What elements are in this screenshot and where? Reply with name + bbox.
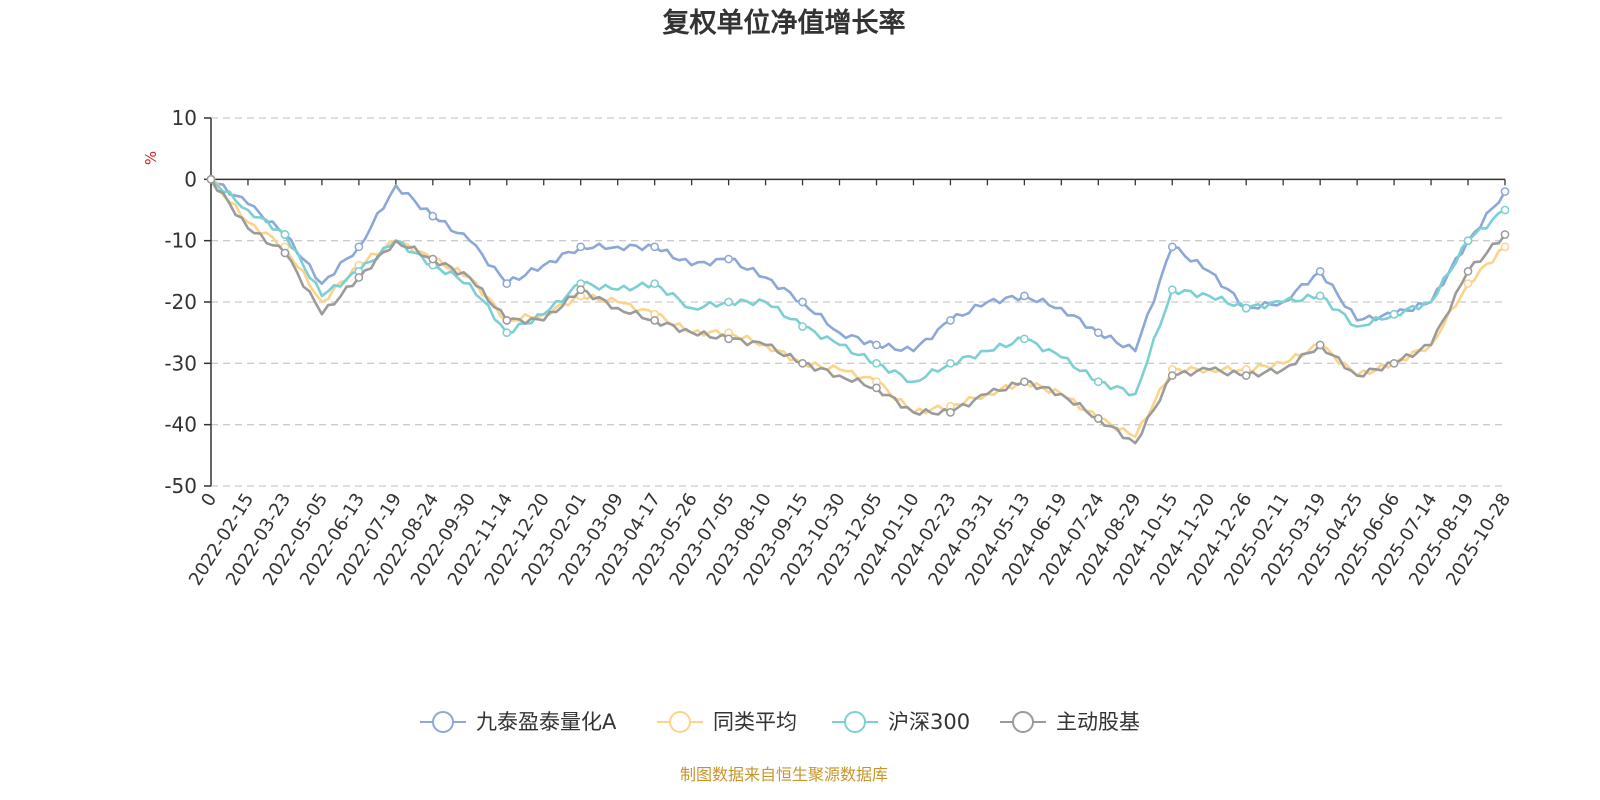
gridlines — [211, 117, 1505, 487]
y-tick-label: -10 — [164, 229, 197, 253]
legend-item[interactable]: 同类平均 — [657, 710, 797, 734]
data-point-marker — [872, 340, 881, 350]
legend-item[interactable]: 主动股基 — [1000, 710, 1140, 734]
data-point-marker — [1167, 242, 1177, 252]
data-point-marker — [1020, 291, 1029, 301]
y-axis-ticks: 10 0 -10 -20 -30 -40 -50 — [164, 106, 211, 498]
legend-item[interactable]: 沪深300 — [832, 710, 970, 734]
y-tick-label: -40 — [164, 413, 197, 437]
data-point-marker — [576, 242, 586, 252]
data-point-marker — [1389, 358, 1399, 368]
data-point-marker — [1167, 285, 1177, 295]
y-tick-label: -20 — [164, 290, 197, 314]
y-tick-label: 10 — [172, 106, 197, 130]
data-point-marker — [1500, 242, 1510, 252]
y-tick-label: -50 — [164, 474, 197, 498]
legend-label: 沪深300 — [888, 710, 970, 734]
series-line — [210, 178, 1506, 397]
data-point-marker — [1093, 328, 1103, 338]
legend-label: 同类平均 — [713, 710, 797, 734]
legend-item[interactable]: 九泰盈泰量化A — [420, 710, 617, 734]
data-point-marker — [1020, 377, 1029, 387]
data-point-marker — [428, 254, 438, 264]
y-tick-label: 0 — [184, 167, 197, 191]
data-point-marker — [650, 316, 660, 325]
legend-circle-icon — [669, 711, 691, 733]
y-tick-label: -30 — [164, 351, 197, 375]
data-point-marker — [1500, 205, 1510, 215]
data-point-marker — [872, 383, 881, 393]
data-point-marker — [502, 279, 512, 288]
data-point-marker — [502, 328, 512, 338]
x-tick-label: 0 — [197, 490, 221, 511]
data-point-marker — [946, 358, 955, 368]
data-point-marker — [724, 297, 733, 307]
data-point-marker — [798, 358, 807, 368]
y-axis-unit-label: % — [142, 151, 160, 165]
legend[interactable]: 九泰盈泰量化A 同类平均 沪深300 主动股基 — [420, 710, 1140, 734]
data-point-marker — [946, 316, 955, 325]
data-point-marker — [1463, 279, 1473, 288]
legend-label: 主动股基 — [1056, 710, 1140, 734]
data-point-marker — [576, 285, 586, 295]
legend-circle-icon — [844, 711, 866, 733]
data-point-marker — [650, 279, 660, 288]
data-point-marker — [1315, 266, 1325, 276]
data-point-marker — [798, 297, 807, 307]
legend-label: 九泰盈泰量化A — [476, 710, 617, 734]
series-lines — [206, 174, 1510, 445]
data-point-marker — [1315, 291, 1325, 301]
series-line — [209, 178, 1507, 445]
data-point-marker — [946, 408, 955, 417]
data-point-marker — [280, 248, 290, 258]
data-point-marker — [1500, 230, 1510, 239]
data-point-marker — [280, 230, 290, 239]
data-point-marker — [1463, 236, 1473, 246]
data-point-marker — [650, 242, 660, 252]
data-point-marker — [1315, 340, 1325, 350]
data-point-marker — [1020, 334, 1029, 344]
data-point-marker — [1389, 309, 1399, 319]
data-point-marker — [1463, 266, 1473, 276]
data-point-marker — [872, 358, 881, 368]
data-point-marker — [724, 334, 733, 344]
series-line — [210, 178, 1506, 439]
data-point-marker — [1241, 303, 1251, 313]
data-source-note: 制图数据来自恒生聚源数据库 — [680, 765, 888, 784]
chart-title: 复权单位净值增长率 — [663, 7, 906, 39]
data-point-marker — [428, 211, 438, 221]
data-point-marker — [1500, 187, 1510, 196]
legend-circle-icon — [432, 711, 454, 733]
data-point-marker — [1241, 371, 1251, 380]
data-point-marker — [354, 242, 364, 252]
data-point-marker — [502, 316, 512, 325]
legend-circle-icon — [1012, 711, 1034, 733]
data-point-marker — [206, 174, 216, 184]
data-point-marker — [1167, 371, 1177, 380]
data-point-marker — [798, 322, 807, 331]
data-point-marker — [1093, 414, 1103, 423]
data-point-marker — [724, 254, 733, 264]
series-line — [210, 178, 1507, 353]
data-point-marker — [1093, 377, 1103, 387]
data-point-marker — [354, 273, 364, 282]
